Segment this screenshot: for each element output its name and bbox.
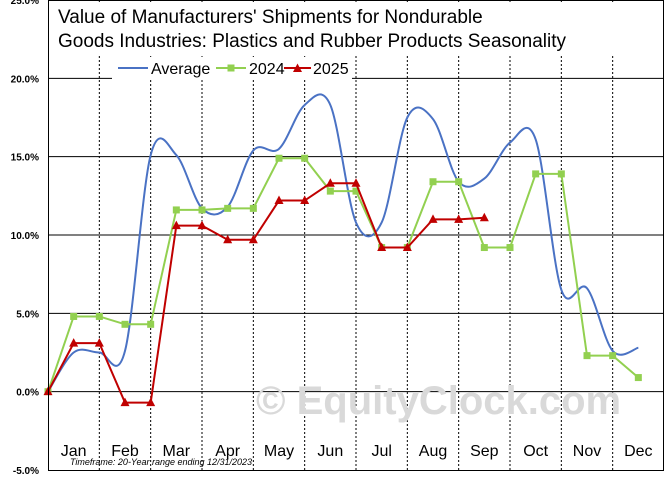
point-marker-2024 [198, 206, 206, 214]
watermark: © EquityClock.com [256, 379, 621, 423]
point-marker-2025 [197, 220, 207, 230]
x-tick-label: Aug [419, 443, 447, 460]
y-tick-label: 15.0% [11, 153, 39, 164]
timeframe-footnote: Timeframe: 20-Year range ending 12/31/20… [70, 457, 252, 467]
point-marker-2024 [429, 178, 437, 186]
x-tick-label: Mar [163, 443, 191, 460]
point-marker-2025 [94, 338, 104, 347]
point-marker-2024 [352, 187, 360, 195]
series-layer [43, 93, 642, 407]
point-marker-2024 [506, 244, 514, 252]
point-marker-2025 [428, 214, 438, 223]
point-marker-2024 [557, 170, 565, 178]
x-tick-label: Apr [215, 443, 241, 460]
point-marker-2024 [301, 154, 309, 162]
point-marker-2024 [172, 206, 180, 214]
x-tick-label: Feb [111, 443, 139, 460]
point-marker-2025 [377, 242, 387, 252]
point-marker-2025 [300, 195, 310, 205]
point-marker-2024 [583, 352, 591, 360]
point-marker-2025 [402, 242, 412, 252]
y-tick-label: 5.0% [16, 309, 39, 320]
series-line-average [47, 93, 639, 393]
series-line-2025 [47, 182, 485, 404]
point-marker-2025 [69, 338, 79, 347]
x-tick-label: Dec [624, 443, 652, 460]
point-marker-2025 [479, 212, 489, 222]
point-marker-2024 [121, 320, 129, 328]
y-tick-label: 25.0% [11, 0, 39, 7]
chart-title-line-2: Goods Industries: Plastics and Rubber Pr… [58, 31, 566, 52]
point-marker-2025 [223, 234, 233, 244]
x-tick-label: Nov [573, 443, 601, 460]
x-tick-label: May [264, 443, 294, 460]
y-tick-label: -5.0% [13, 466, 39, 477]
series-line-2024 [47, 157, 639, 392]
chart-title-line-1: Value of Manufacturers' Shipments for No… [58, 7, 483, 28]
y-tick-label: 10.0% [11, 231, 39, 242]
legend-marker-2025 [293, 63, 302, 72]
point-marker-2024 [95, 312, 103, 320]
x-tick-label: Jul [371, 443, 391, 460]
y-tick-label: 20.0% [11, 74, 39, 85]
point-marker-2024 [634, 374, 642, 382]
point-marker-2024 [249, 204, 257, 212]
point-marker-2025 [171, 220, 181, 230]
point-marker-2025 [454, 214, 464, 223]
x-tick-label: Oct [523, 443, 548, 460]
point-marker-2025 [146, 397, 156, 407]
legend-label-2024: 2024 [249, 61, 285, 78]
point-marker-2025 [248, 234, 258, 244]
point-marker-2024 [532, 170, 540, 178]
point-marker-2024 [70, 312, 78, 320]
point-marker-2025 [325, 178, 335, 187]
x-axis-ticks: Jan Feb Mar Apr May Jun Jul Aug Sep Oct Nov Dec [61, 443, 653, 460]
point-marker-2024 [275, 154, 283, 162]
legend-label-2025: 2025 [313, 61, 349, 78]
x-tick-label: Jan [61, 443, 87, 460]
y-axis-ticks: 25.0% 20.0% 15.0% 10.0% 5.0% 0.0% -5.0% [11, 0, 39, 477]
legend: Average 2024 2025 [112, 57, 352, 79]
point-marker-2024 [609, 352, 617, 360]
legend-label-average: Average [151, 61, 210, 78]
point-marker-2024 [147, 320, 155, 328]
point-marker-2025 [120, 397, 130, 407]
x-tick-label: Sep [470, 443, 499, 460]
title-box [55, 3, 643, 56]
x-tick-label: Jun [317, 443, 343, 460]
point-marker-2024 [455, 178, 463, 186]
point-marker-2024 [480, 244, 488, 252]
legend-marker-2024 [227, 64, 235, 72]
y-tick-label: 0.0% [16, 388, 39, 399]
point-marker-2024 [326, 187, 334, 195]
point-marker-2024 [224, 204, 232, 212]
point-marker-2025 [351, 178, 361, 187]
point-marker-2025 [274, 195, 284, 205]
